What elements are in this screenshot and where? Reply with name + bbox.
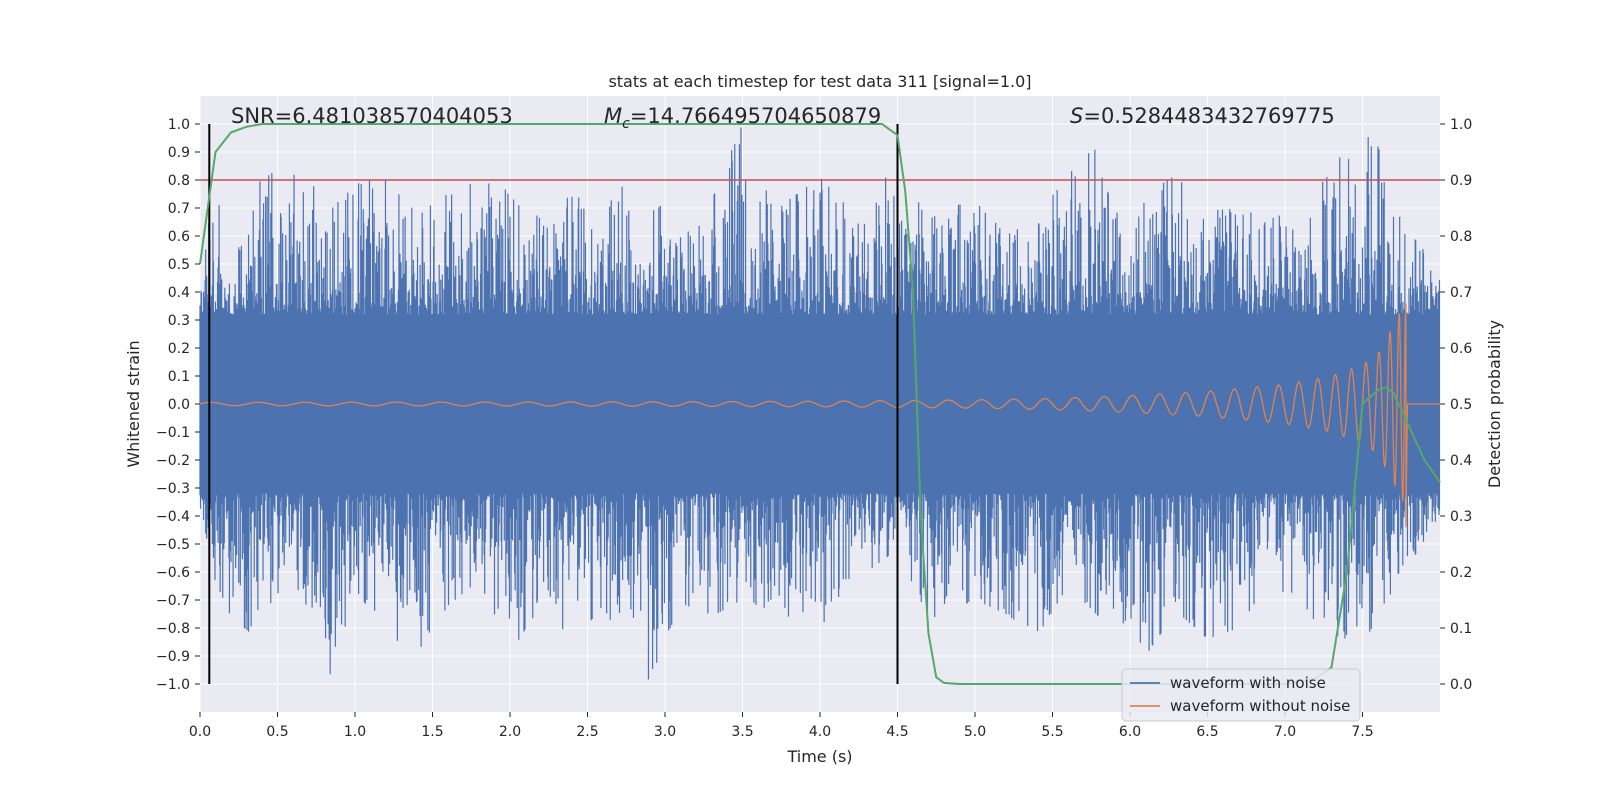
chart-title: stats at each timestep for test data 311… <box>608 72 1031 91</box>
x-tick-label: 6.0 <box>1119 724 1141 740</box>
y-tick-label: 0.6 <box>168 229 190 245</box>
y-tick-label: 0.4 <box>168 285 190 301</box>
chirp-mass-symbol: M <box>604 104 622 128</box>
x-tick-label: 0.5 <box>266 724 288 740</box>
s-symbol: S <box>1070 104 1083 128</box>
x-axis-ticks: 0.0 0.5 1.0 1.5 2.0 2.5 3.0 3.5 4.0 4.5 5.0 5.5 6.0 6… <box>189 712 1374 740</box>
snr-annotation: SNR=6.481038570404053 <box>231 104 513 128</box>
y2-tick-label: 0.3 <box>1450 509 1472 525</box>
y-tick-label: 0.8 <box>168 173 190 189</box>
detection-probability-line <box>199 123 1441 685</box>
y2-tick-label: 0.0 <box>1450 677 1472 693</box>
y2-tick-label: 0.7 <box>1450 285 1472 301</box>
y-tick-label: −0.6 <box>156 565 190 581</box>
legend-label-clean: waveform without noise <box>1170 697 1350 715</box>
y-tick-label: −0.8 <box>156 621 190 637</box>
y2-tick-label: 0.4 <box>1450 453 1472 469</box>
s-value: =0.5284483432769775 <box>1083 104 1334 128</box>
y-tick-label: −0.9 <box>156 649 190 665</box>
y-tick-label: −0.5 <box>156 537 190 553</box>
series-detection-probability <box>199 123 1441 685</box>
x-tick-label: 4.0 <box>809 724 831 740</box>
y-axis-label: Whitened strain <box>124 340 143 467</box>
y-axis-ticks: 1.0 0.9 0.8 0.7 0.6 0.5 0.4 0.3 0.2 0.1 0.0 −0.1 −0.… <box>156 117 200 693</box>
y2-tick-label: 0.2 <box>1450 565 1472 581</box>
x-tick-label: 5.0 <box>964 724 986 740</box>
x-tick-label: 0.0 <box>189 724 211 740</box>
y-tick-label: −0.1 <box>156 425 190 441</box>
y2-tick-label: 0.9 <box>1450 173 1472 189</box>
y-tick-label: −0.3 <box>156 481 190 497</box>
x-tick-label: 5.5 <box>1041 724 1063 740</box>
y2-tick-label: 0.8 <box>1450 229 1472 245</box>
y-tick-label: −0.4 <box>156 509 190 525</box>
y-tick-label: −1.0 <box>156 677 190 693</box>
reference-lines <box>200 124 1440 684</box>
series-waveform-without-noise <box>199 303 1440 528</box>
x-tick-label: 6.5 <box>1196 724 1218 740</box>
x-tick-label: 2.0 <box>499 724 521 740</box>
y2-tick-label: 0.5 <box>1450 397 1472 413</box>
y-tick-label: 0.2 <box>168 341 190 357</box>
clean-waveform-line <box>199 303 1440 528</box>
y-tick-label: 1.0 <box>168 117 190 133</box>
y2-axis-ticks: 1.0 0.9 0.8 0.7 0.6 0.5 0.4 0.3 0.2 0.1 0.0 <box>1440 117 1472 693</box>
legend-box <box>1121 668 1361 722</box>
s-annotation: S=0.5284483432769775 <box>1070 104 1335 128</box>
y2-tick-label: 0.6 <box>1450 341 1472 357</box>
y-tick-label: 0.7 <box>168 201 190 217</box>
y-tick-label: 0.1 <box>168 369 190 385</box>
x-tick-label: 7.0 <box>1274 724 1296 740</box>
chirp-mass-subscript: c <box>622 116 630 132</box>
chirp-mass-value: =14.766495704650879 <box>630 104 881 128</box>
x-tick-label: 4.5 <box>886 724 908 740</box>
y2-axis-label: Detection probability <box>1485 320 1504 488</box>
chirp-mass-annotation: Mc=14.766495704650879 <box>604 104 881 132</box>
y-tick-label: 0.0 <box>168 397 190 413</box>
x-tick-label: 7.5 <box>1351 724 1373 740</box>
y-tick-label: 0.9 <box>168 145 190 161</box>
x-tick-label: 1.0 <box>344 724 366 740</box>
y-tick-label: −0.7 <box>156 593 190 609</box>
x-axis-label: Time (s) <box>786 747 852 766</box>
y-tick-label: −0.2 <box>156 453 190 469</box>
legend-label-noisy: waveform with noise <box>1170 674 1326 692</box>
legend: waveform with noise waveform without noi… <box>1121 668 1361 722</box>
x-tick-label: 1.5 <box>421 724 443 740</box>
y2-tick-label: 1.0 <box>1450 117 1472 133</box>
y-tick-label: 0.5 <box>168 257 190 273</box>
y2-tick-label: 0.1 <box>1450 621 1472 637</box>
x-tick-label: 3.5 <box>731 724 753 740</box>
x-tick-label: 2.5 <box>576 724 598 740</box>
x-tick-label: 3.0 <box>654 724 676 740</box>
y-tick-label: 0.3 <box>168 313 190 329</box>
